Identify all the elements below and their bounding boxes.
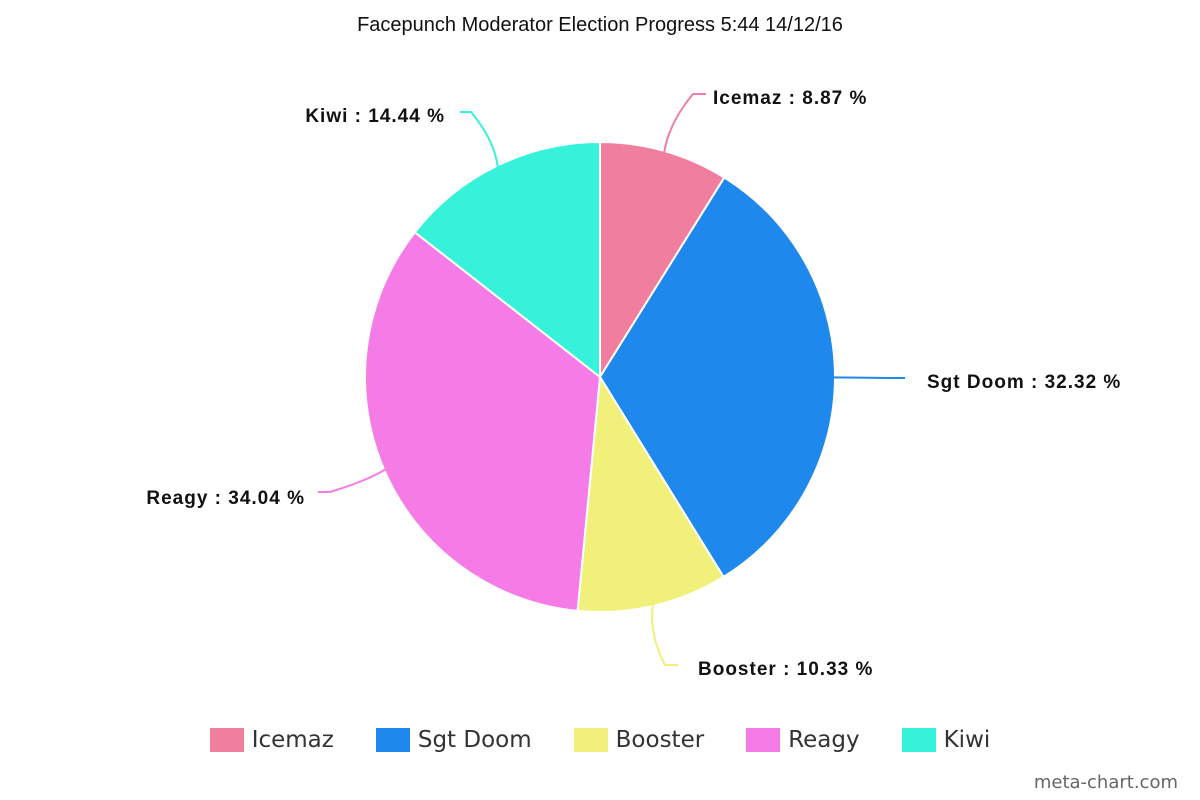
legend-label: Booster — [615, 727, 705, 753]
legend-swatch — [573, 728, 608, 752]
slice-label-icemaz: Icemaz : 8.87 % — [713, 88, 867, 109]
slice-label-sgt-doom: Sgt Doom : 32.32 % — [927, 372, 1121, 393]
legend-item-icemaz[interactable]: Icemaz — [209, 727, 334, 753]
legend: Icemaz Sgt Doom Booster Reagy Kiwi — [0, 724, 1200, 756]
watermark: meta-chart.com — [1033, 772, 1178, 793]
leader-line-kiwi — [460, 111, 499, 168]
leader-line-booster — [651, 603, 678, 666]
slice-label-reagy: Reagy : 34.04 % — [146, 488, 305, 509]
slice-label-booster: Booster : 10.33 % — [698, 659, 873, 680]
legend-swatch — [746, 728, 781, 752]
slice-label-kiwi: Kiwi : 14.44 % — [305, 106, 445, 127]
chart-title: Facepunch Moderator Election Progress 5:… — [357, 14, 843, 36]
leader-line-sgt-doom — [832, 376, 905, 379]
legend-label: Sgt Doom — [417, 727, 532, 753]
legend-swatch — [901, 728, 936, 752]
legend-label: Icemaz — [251, 727, 334, 753]
legend-item-kiwi[interactable]: Kiwi — [901, 727, 991, 753]
legend-label: Kiwi — [943, 727, 991, 753]
legend-item-sgt-doom[interactable]: Sgt Doom — [375, 727, 532, 753]
leader-line-icemaz — [663, 93, 706, 154]
legend-swatch — [209, 728, 244, 752]
leader-line-reagy — [318, 468, 387, 493]
legend-item-booster[interactable]: Booster — [573, 727, 705, 753]
legend-item-reagy[interactable]: Reagy — [746, 727, 860, 753]
legend-swatch — [375, 728, 410, 752]
legend-label: Reagy — [788, 727, 860, 753]
